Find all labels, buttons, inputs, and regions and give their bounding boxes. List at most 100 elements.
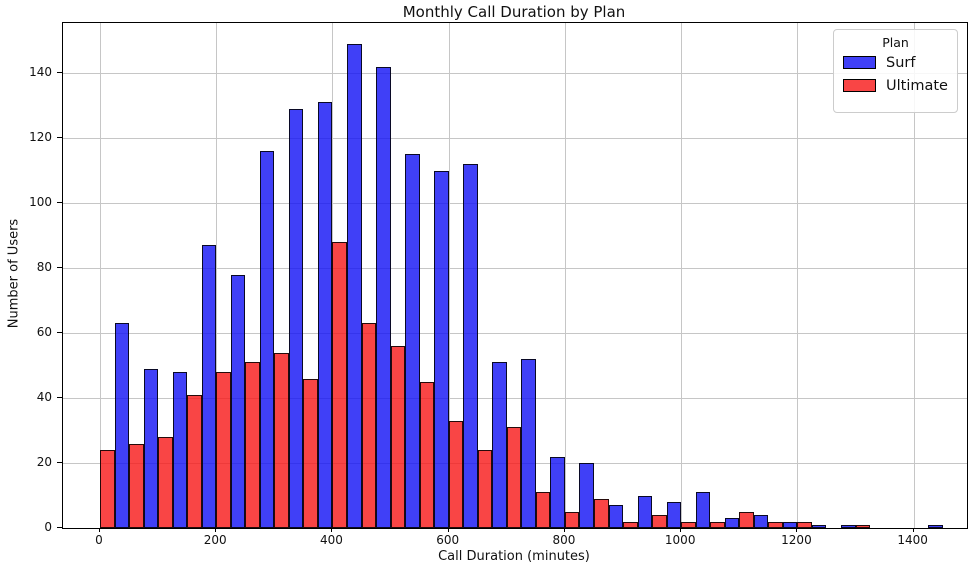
- histogram-bar-surf-925: [637, 495, 653, 528]
- histogram-bar-surf-125: [172, 372, 188, 528]
- legend-title: Plan: [882, 35, 909, 50]
- histogram-bar-ultimate-850: [594, 498, 609, 528]
- histogram-bar-surf-1425: [928, 524, 943, 528]
- histogram-bar-surf-625: [463, 164, 478, 528]
- histogram-bar-surf-425: [347, 43, 362, 528]
- y-tick-label: 60: [36, 325, 52, 340]
- legend-entry-surf: Surf: [843, 54, 948, 71]
- histogram-bar-surf-1175: [782, 521, 798, 528]
- ultimate-color-swatch: [843, 79, 876, 92]
- histogram-bar-surf-1275: [841, 524, 856, 528]
- y-tick-label: 80: [36, 260, 52, 275]
- histogram-bar-surf-725: [521, 359, 536, 528]
- histogram-bar-surf-275: [259, 151, 275, 528]
- x-tick-label: 200: [203, 533, 227, 547]
- x-tick-mark: [680, 528, 682, 532]
- histogram-bar-ultimate-1300: [855, 524, 871, 528]
- histogram-bar-ultimate-750: [535, 492, 551, 528]
- x-tick-label: 400: [320, 533, 343, 547]
- histogram-bar-ultimate-950: [652, 515, 667, 528]
- x-tick-label: 1200: [781, 533, 812, 547]
- histogram-bar-ultimate-600: [448, 420, 464, 528]
- histogram-bar-ultimate-1200: [797, 521, 812, 528]
- x-gridline: [448, 23, 450, 528]
- x-tick-label: 1000: [664, 533, 696, 547]
- y-tick-mark: [57, 72, 62, 74]
- x-tick-mark: [331, 528, 333, 532]
- x-tick-label: 600: [436, 533, 460, 547]
- y-tick-label: 0: [44, 520, 52, 534]
- x-gridline: [913, 23, 915, 528]
- histogram-bar-surf-1075: [724, 518, 740, 528]
- histogram-bar-ultimate-0: [100, 450, 115, 528]
- x-gridline: [681, 23, 683, 528]
- x-axis-label: Call Duration (minutes): [438, 549, 590, 564]
- histogram-bar-surf-775: [550, 456, 565, 528]
- x-gridline: [564, 23, 566, 528]
- y-gridline: [63, 73, 967, 75]
- histogram-bar-ultimate-350: [303, 378, 318, 528]
- x-tick-mark: [563, 528, 565, 532]
- histogram-bar-ultimate-250: [245, 362, 260, 528]
- histogram-bar-ultimate-550: [419, 381, 435, 528]
- x-tick-mark: [215, 528, 217, 532]
- histogram-bar-ultimate-100: [158, 437, 173, 528]
- chart-title: Monthly Call Duration by Plan: [402, 3, 626, 21]
- surf-color-swatch: [843, 56, 876, 69]
- legend-label-ultimate: Ultimate: [886, 77, 948, 94]
- histogram-bar-surf-525: [405, 154, 420, 528]
- y-gridline: [63, 203, 967, 205]
- plot-area: [62, 22, 968, 529]
- x-tick-mark: [912, 528, 914, 532]
- histogram-bar-ultimate-150: [187, 394, 202, 528]
- y-tick-mark: [57, 527, 62, 528]
- x-tick-mark: [99, 528, 100, 532]
- y-tick-label: 140: [29, 65, 52, 80]
- histogram-bar-ultimate-200: [216, 372, 231, 528]
- x-tick-label: 800: [552, 533, 576, 547]
- histogram-bar-ultimate-400: [332, 242, 347, 528]
- histogram-bar-ultimate-900: [623, 521, 638, 528]
- y-tick-label: 120: [29, 130, 52, 145]
- histogram-bar-surf-375: [317, 102, 333, 528]
- legend-entry-ultimate: Ultimate: [843, 77, 948, 94]
- y-axis-label: Number of Users: [6, 218, 22, 329]
- y-gridline: [63, 333, 967, 335]
- histogram-bar-ultimate-700: [506, 427, 522, 528]
- histogram-bar-ultimate-800: [564, 511, 580, 528]
- histogram-bar-surf-225: [230, 274, 246, 528]
- histogram-bar-surf-575: [434, 170, 449, 528]
- histogram-bar-ultimate-500: [390, 346, 406, 528]
- histogram-bar-surf-825: [579, 463, 594, 528]
- x-gridline: [216, 23, 218, 528]
- x-tick-label: 0: [95, 533, 103, 547]
- histogram-bar-surf-325: [288, 108, 304, 528]
- histogram-bar-ultimate-650: [477, 450, 493, 528]
- x-gridline: [797, 23, 799, 528]
- histogram-bar-ultimate-1000: [681, 521, 696, 528]
- histogram-bar-ultimate-1100: [739, 511, 754, 528]
- histogram-bar-surf-975: [666, 502, 682, 528]
- histogram-bar-ultimate-50: [129, 443, 144, 528]
- x-tick-mark: [447, 528, 449, 532]
- histogram-bar-surf-1025: [695, 492, 711, 528]
- y-tick-mark: [57, 137, 62, 139]
- y-tick-mark: [57, 397, 62, 398]
- y-tick-label: 40: [36, 390, 52, 404]
- histogram-bar-ultimate-1050: [710, 521, 725, 528]
- y-gridline: [63, 138, 967, 140]
- x-tick-mark: [796, 528, 798, 532]
- y-tick-label: 100: [29, 195, 52, 210]
- histogram-bar-ultimate-450: [361, 323, 377, 528]
- histogram-bar-surf-1225: [811, 524, 827, 528]
- x-tick-label: 1400: [897, 533, 928, 547]
- histogram-bar-surf-875: [608, 505, 624, 528]
- histogram-bar-surf-1125: [753, 515, 769, 528]
- y-tick-label: 20: [36, 455, 52, 469]
- histogram-bar-surf-675: [492, 362, 507, 528]
- x-gridline: [100, 23, 101, 528]
- y-tick-mark: [57, 332, 62, 334]
- histogram-bar-surf-75: [143, 368, 159, 528]
- histogram-bar-ultimate-1150: [768, 521, 783, 528]
- histogram-bar-surf-175: [201, 245, 217, 528]
